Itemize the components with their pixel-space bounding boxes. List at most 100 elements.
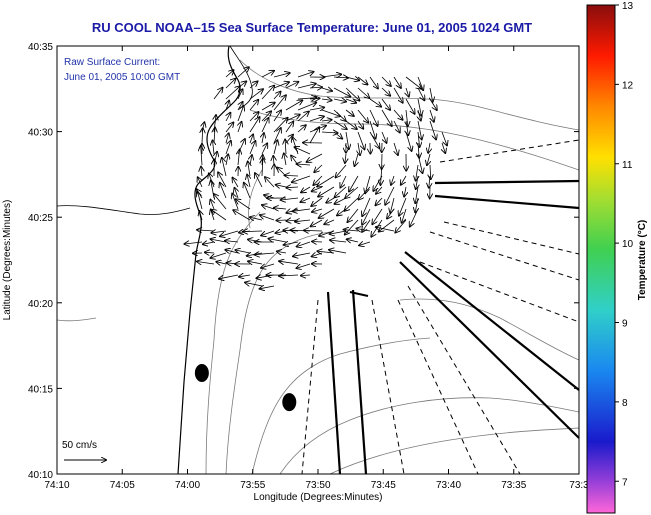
current-vector (357, 131, 365, 149)
current-vector (249, 117, 260, 133)
current-vector (200, 211, 203, 221)
current-vector (309, 116, 324, 122)
current-vector (273, 82, 289, 89)
current-vector (293, 253, 311, 256)
current-vector (225, 141, 231, 155)
current-vector (357, 109, 368, 123)
current-vector (442, 142, 445, 153)
current-vector (265, 177, 275, 188)
current-vector (406, 109, 408, 126)
current-vector (249, 100, 258, 111)
current-vector (381, 131, 387, 143)
current-vector (345, 153, 346, 163)
current-vector (297, 112, 309, 122)
current-vector (395, 219, 407, 233)
current-vector (418, 142, 419, 158)
current-vector (321, 120, 332, 121)
current-vector (277, 220, 287, 221)
current-vector (333, 99, 346, 102)
chart-title: RU COOL NOAA–15 Sea Surface Temperature:… (92, 20, 532, 35)
current-vector (369, 98, 381, 107)
current-vector (250, 135, 253, 144)
current-vector (274, 208, 287, 209)
current-vector (218, 172, 227, 188)
current-vector (318, 186, 335, 197)
current-vector (249, 112, 259, 122)
current-vector (381, 76, 391, 86)
current-vector (379, 219, 395, 232)
current-vector (376, 197, 383, 205)
current-vector (243, 231, 263, 232)
current-vector (262, 133, 264, 144)
current-vector (201, 167, 202, 177)
current-vector (418, 98, 421, 116)
current-vector (333, 77, 348, 78)
current-vector (309, 87, 322, 88)
current-vector (285, 122, 293, 133)
current-vector (297, 103, 316, 111)
y-tick-label: 40:10 (28, 470, 53, 481)
current-vector (297, 241, 311, 247)
colorbar-tick-label: 11 (622, 160, 633, 171)
current-vector (297, 164, 311, 165)
current-vector (369, 76, 378, 88)
current-vector (372, 208, 383, 224)
current-vector (319, 208, 335, 218)
current-vector (279, 261, 299, 264)
current-vector (399, 197, 407, 216)
radar-lines (301, 139, 580, 475)
current-vector (297, 84, 316, 89)
current-vector (416, 164, 418, 181)
current-vector (345, 197, 359, 211)
current-vector (394, 142, 398, 155)
current-vector (410, 208, 419, 227)
current-vector (261, 118, 269, 133)
current-vector (427, 153, 430, 165)
current-vector (238, 150, 240, 166)
current-vector (261, 103, 275, 111)
current-vector (225, 70, 234, 78)
current-vector (357, 87, 369, 98)
annotation-line2: June 01, 2005 10:00 GMT (64, 72, 180, 83)
current-vector (301, 198, 311, 202)
current-vector (347, 239, 359, 242)
current-vector (345, 186, 359, 198)
current-vector (248, 261, 263, 264)
current-vector (333, 87, 350, 97)
current-vector (225, 86, 240, 100)
current-vector (317, 175, 335, 187)
current-vector (418, 109, 421, 121)
current-vector (393, 87, 403, 103)
y-tick-label: 40:35 (28, 42, 53, 53)
current-vector (307, 153, 323, 162)
current-vector (285, 175, 299, 176)
current-vector (406, 120, 408, 135)
y-axis-label: Latitude (Degrees:Minutes) (2, 200, 13, 321)
y-tick-label: 40:15 (28, 384, 53, 395)
current-vector (255, 173, 263, 188)
current-vector (281, 198, 299, 200)
current-vector (404, 186, 406, 197)
current-vector (233, 178, 239, 188)
current-vector (249, 141, 255, 155)
inlet-shore (57, 205, 191, 215)
current-vector (285, 100, 302, 111)
current-vector (335, 197, 347, 204)
current-vector (381, 87, 390, 96)
current-vector (337, 208, 347, 215)
current-vector (292, 175, 311, 182)
current-vector (226, 154, 228, 166)
current-vector (313, 175, 323, 185)
current-vector (262, 159, 263, 177)
x-axis-label: Longitude (Degrees:Minutes) (254, 492, 383, 503)
current-vector (312, 242, 323, 243)
current-vector (226, 113, 230, 122)
current-vector (311, 219, 323, 226)
current-vector (225, 241, 239, 242)
current-vector (429, 120, 436, 139)
current-vector (261, 230, 275, 236)
current-vector (201, 146, 202, 166)
current-vector (301, 186, 311, 192)
y-axis-ticks: 40:35 40:30 40:25 40:20 40:15 40:10 (28, 42, 579, 481)
current-vector (405, 131, 412, 151)
